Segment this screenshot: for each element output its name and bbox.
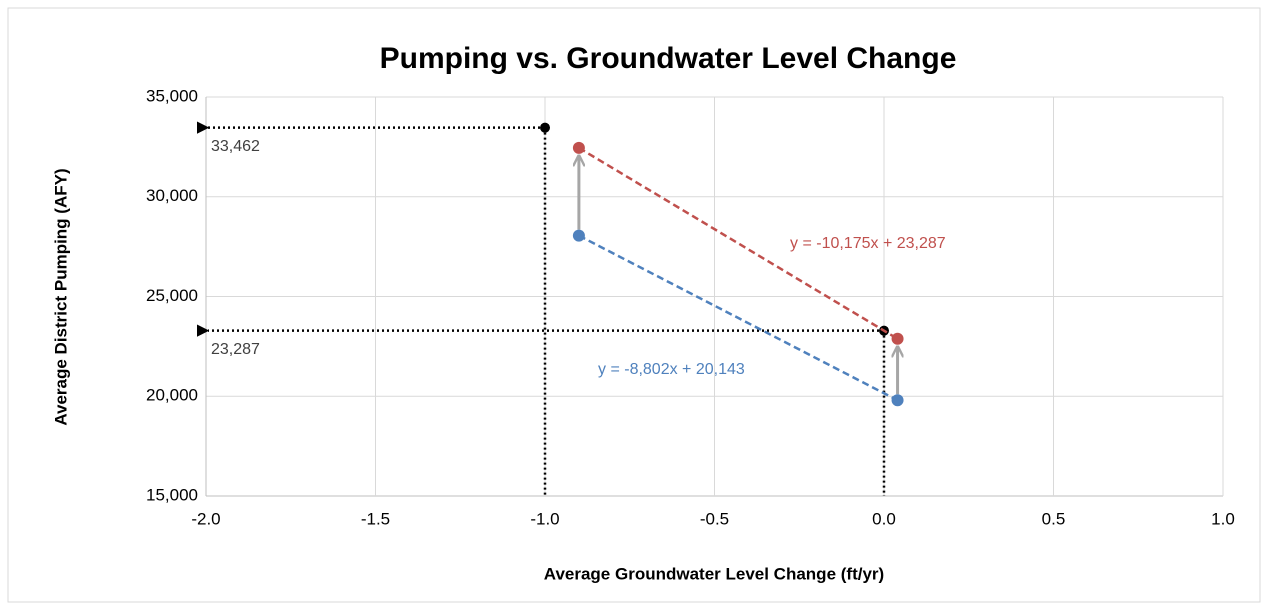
point: [572, 141, 585, 154]
y-tick-label: 15,000: [146, 485, 198, 504]
x-tick-label: 1.0: [1211, 509, 1235, 528]
y-tick-label: 20,000: [146, 386, 198, 405]
x-axis-label: Average Groundwater Level Change (ft/yr): [544, 564, 884, 583]
x-tick-label: -1.0: [530, 509, 559, 528]
reference-label: 33,462: [211, 138, 260, 155]
x-tick-label: -2.0: [191, 509, 220, 528]
reference-point: [540, 122, 550, 133]
point: [891, 394, 904, 407]
trendline: [578, 146, 899, 340]
y-tick-label: 25,000: [146, 286, 198, 305]
chart-frame: [7, 7, 1261, 603]
x-tick-label: -0.5: [700, 509, 729, 528]
point: [891, 332, 904, 345]
x-tick-label: 0.0: [872, 509, 896, 528]
chart-title: Pumping vs. Groundwater Level Change: [380, 42, 957, 75]
x-tick-label: -1.5: [361, 509, 390, 528]
x-tick-label: 0.5: [1042, 509, 1066, 528]
trendline-label: y = -10,175x + 23,287: [790, 235, 946, 252]
y-axis-label: Average District Pumping (AFY): [51, 168, 70, 425]
trendline-label: y = -8,802x + 20,143: [598, 361, 745, 378]
point: [572, 229, 585, 242]
trendline: [578, 234, 899, 402]
y-tick-label: 30,000: [146, 186, 198, 205]
reference-label: 23,287: [211, 341, 260, 358]
y-tick-label: 35,000: [146, 86, 198, 105]
